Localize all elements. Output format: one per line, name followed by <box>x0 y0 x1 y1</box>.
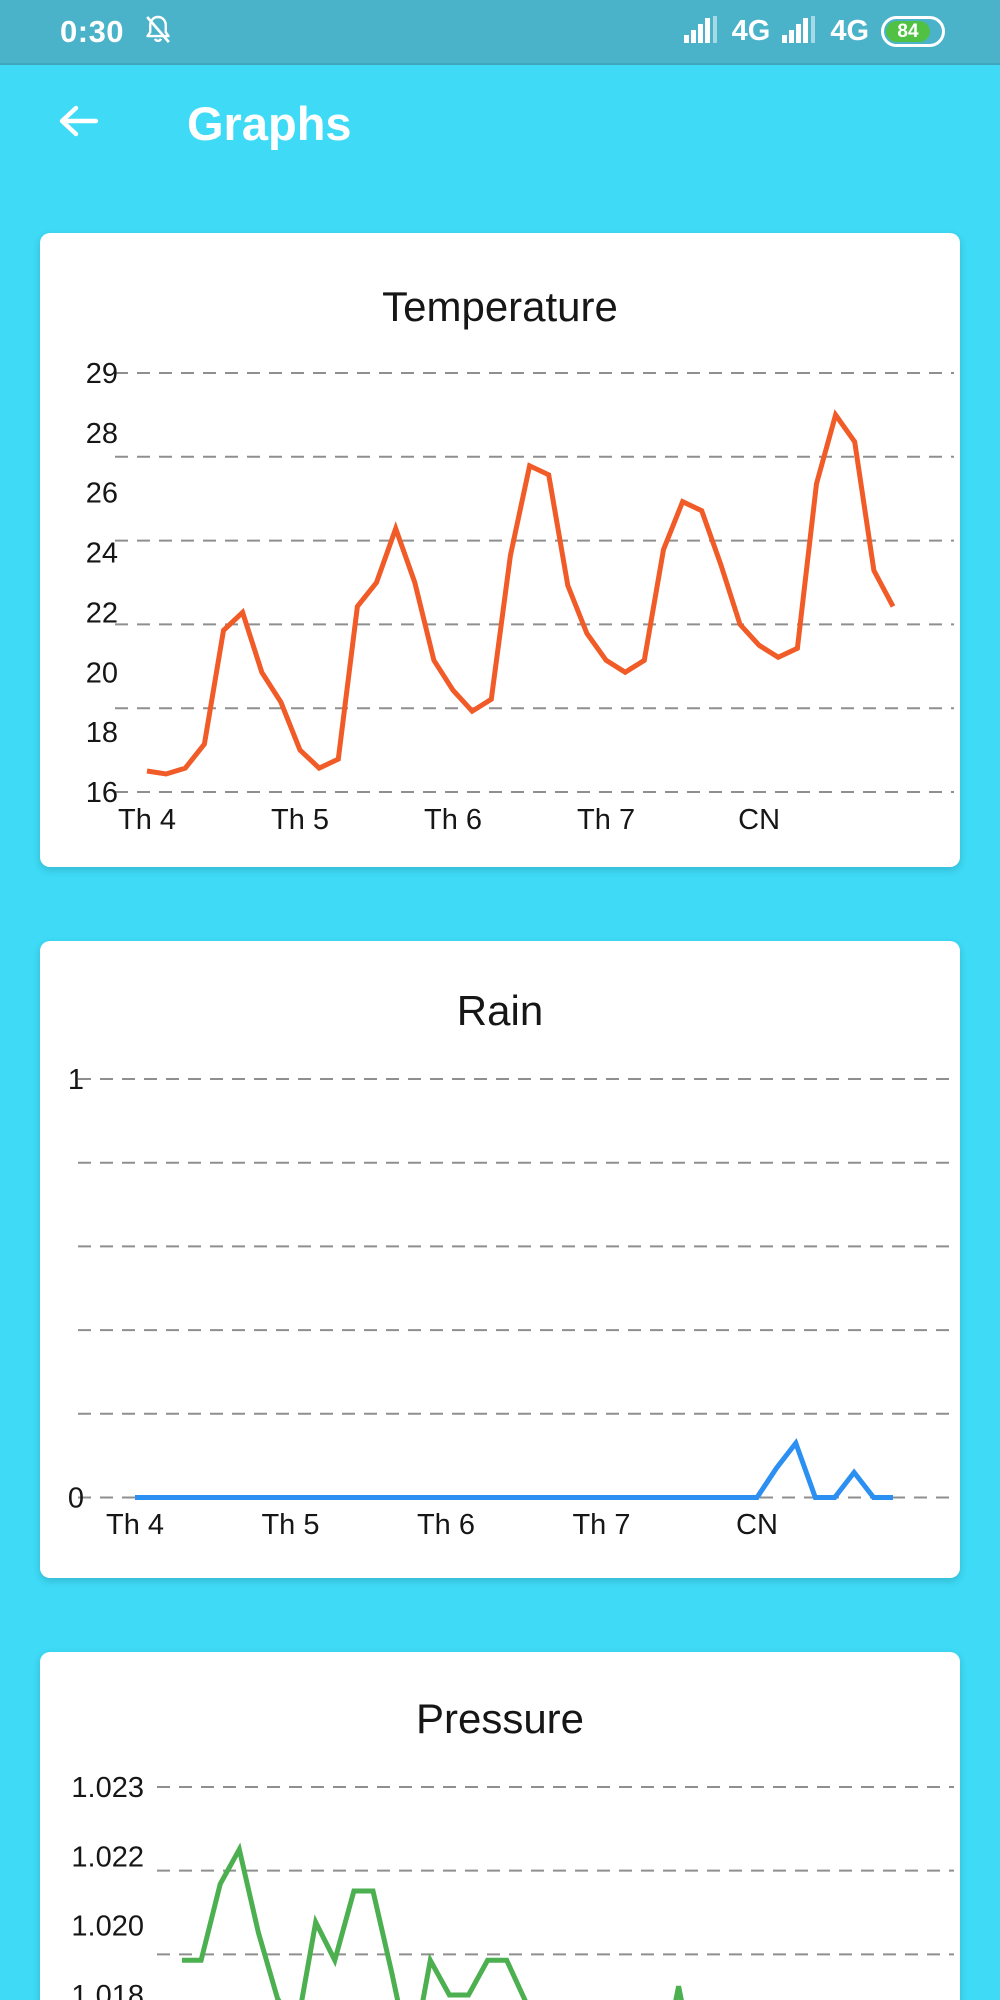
battery-icon: 84 <box>881 16 945 47</box>
app-bar: Graphs <box>0 67 1000 180</box>
network-type-label: 4G <box>731 15 771 47</box>
chart-title: Pressure <box>416 1695 584 1742</box>
arrow-left-icon <box>52 99 102 148</box>
pressure-chart[interactable]: 1.023 1.022 1.020 1.018 Pressure <box>40 1652 960 2000</box>
y-axis-label: 18 <box>86 717 118 749</box>
x-axis-label: Th 4 <box>118 804 176 836</box>
signal-bars-icon <box>683 15 720 48</box>
y-axis-label: 28 <box>86 418 118 450</box>
rain-chart-card: 1 0 Th 4 Th 5 Th 6 Th 7 CN Rain <box>40 941 960 1578</box>
x-axis-label: CN <box>736 1509 778 1541</box>
pressure-chart-card: 1.023 1.022 1.020 1.018 Pressure <box>40 1652 960 2000</box>
mute-bell-icon <box>142 13 174 50</box>
y-axis-label: 1.018 <box>71 1980 144 2000</box>
y-axis-label: 22 <box>86 597 118 629</box>
y-axis-label: 1 <box>68 1064 84 1096</box>
y-axis-label: 26 <box>86 478 118 510</box>
y-axis-label: 1.022 <box>71 1841 144 1873</box>
x-axis-label: Th 7 <box>577 804 635 836</box>
clock: 0:30 <box>60 13 125 49</box>
status-bar: 0:30 4G <box>0 0 1000 65</box>
x-axis-label: CN <box>738 804 780 836</box>
y-axis-label: 0 <box>68 1483 84 1515</box>
y-axis-label: 1.020 <box>71 1911 144 1943</box>
chart-title: Rain <box>457 987 543 1034</box>
y-axis-label: 29 <box>86 358 118 390</box>
y-axis-label: 16 <box>86 777 118 809</box>
chart-title: Temperature <box>382 283 618 330</box>
rain-chart[interactable]: 1 0 Th 4 Th 5 Th 6 Th 7 CN Rain <box>40 941 960 1578</box>
x-axis-label: Th 6 <box>417 1509 475 1541</box>
y-axis-label: 1.023 <box>71 1772 144 1804</box>
temperature-chart-card: 29 28 26 24 22 20 18 16 Th 4 Th 5 Th 6 Th 7 CN Temper… <box>40 233 960 867</box>
x-axis-label: Th 4 <box>106 1509 164 1541</box>
y-axis-label: 20 <box>86 657 118 689</box>
back-button[interactable] <box>52 101 104 147</box>
y-axis-label: 24 <box>86 538 118 570</box>
page-title: Graphs <box>187 97 352 150</box>
x-axis-label: Th 5 <box>261 1509 319 1541</box>
x-axis-label: Th 7 <box>572 1509 630 1541</box>
pressure-line <box>182 1842 684 2000</box>
x-axis-label: Th 6 <box>424 804 482 836</box>
signal-bars-icon <box>782 15 818 48</box>
battery-percent: 84 <box>897 20 919 42</box>
rain-line <box>135 1437 893 1500</box>
x-axis-label: Th 5 <box>271 804 329 836</box>
temperature-line <box>146 409 896 777</box>
network-type-label: 4G <box>830 15 869 47</box>
